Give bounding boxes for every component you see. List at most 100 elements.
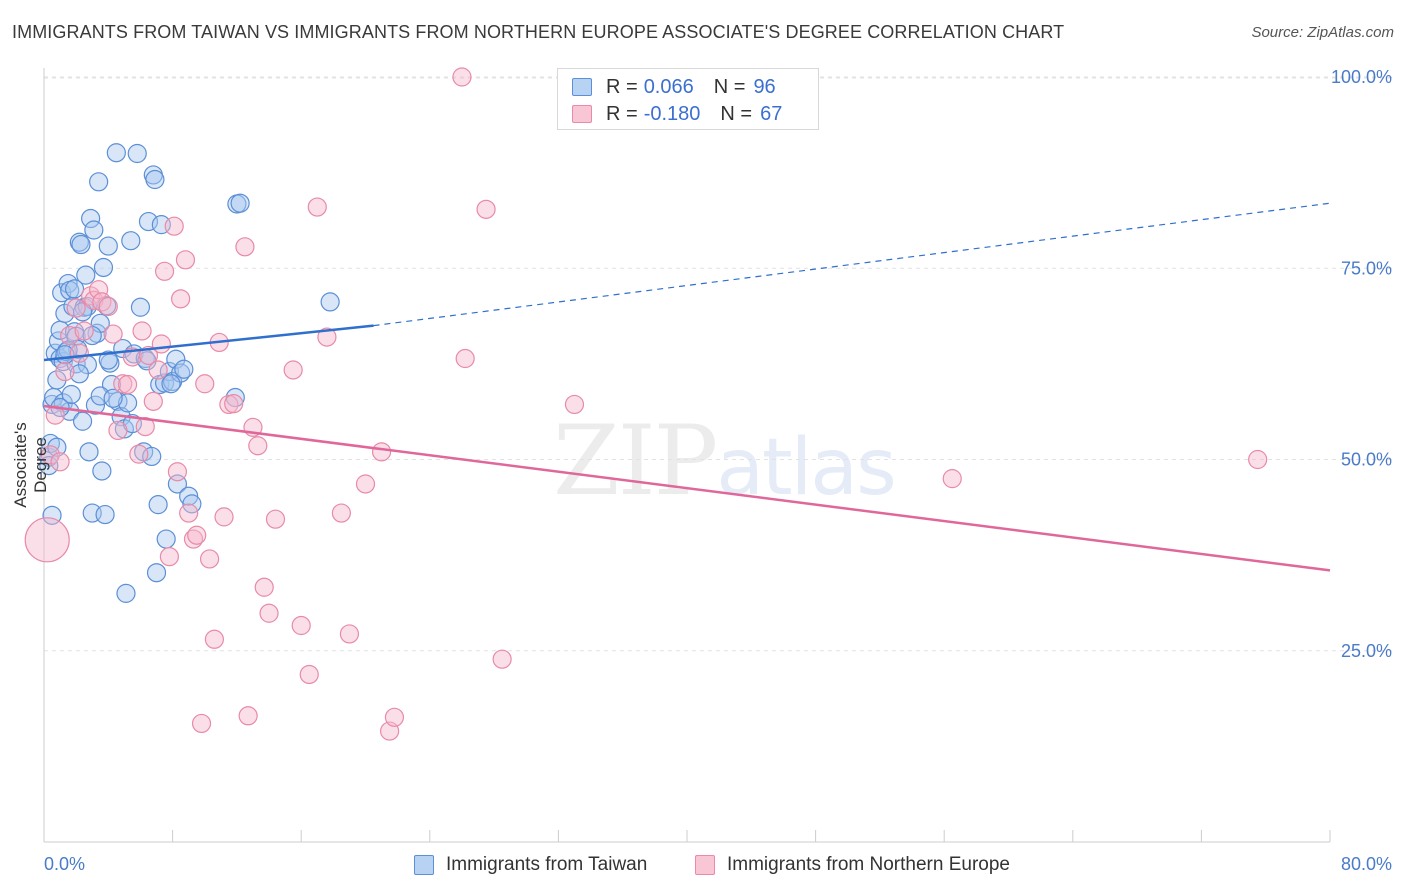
chart-title: IMMIGRANTS FROM TAIWAN VS IMMIGRANTS FRO… xyxy=(12,22,1065,42)
data-point-taiwan xyxy=(61,384,81,405)
data-point-taiwan xyxy=(320,292,340,312)
stats-legend: R = 0.066 N = 96 R = -0.180 N = 67 xyxy=(557,68,819,130)
data-point-taiwan xyxy=(121,231,141,251)
data-point-europe xyxy=(331,503,351,523)
series-taiwan-points xyxy=(39,143,340,603)
data-point-taiwan xyxy=(76,265,96,285)
x-tick-label-min: 0.0% xyxy=(44,854,85,874)
data-point-taiwan xyxy=(79,442,99,462)
data-point-taiwan xyxy=(145,169,165,190)
data-point-taiwan xyxy=(92,461,112,481)
y-tick-label: 50.0% xyxy=(1341,450,1392,470)
data-point-europe xyxy=(132,321,152,341)
legend-row-europe: R = -0.180 N = 67 xyxy=(572,102,782,126)
y-tick-label: 100.0% xyxy=(1331,67,1392,87)
x-tick-label-max: 80.0% xyxy=(1341,854,1392,874)
data-point-taiwan xyxy=(93,257,114,278)
data-point-taiwan xyxy=(127,143,147,164)
legend-item-europe: Immigrants from Northern Europe xyxy=(695,852,1010,878)
tick-labels: 25.0% 50.0% 75.0% 100.0% 0.0% 80.0% xyxy=(44,67,1392,874)
axes xyxy=(43,68,1331,843)
data-point-europe xyxy=(384,707,405,727)
data-point-taiwan xyxy=(174,359,194,379)
data-point-europe xyxy=(452,67,472,87)
y-axis-label: Associate's Degree xyxy=(11,422,50,508)
data-point-europe xyxy=(179,503,199,523)
data-point-europe xyxy=(317,327,337,347)
data-point-europe xyxy=(265,509,286,529)
data-point-europe xyxy=(135,417,155,437)
data-point-europe xyxy=(74,321,94,341)
data-point-europe xyxy=(151,334,171,354)
legend-swatch-taiwan xyxy=(572,78,592,96)
legend-n-value: 96 xyxy=(753,75,776,98)
legend-r-label: R = xyxy=(606,75,638,98)
data-point-taiwan xyxy=(103,388,123,408)
data-point-europe xyxy=(248,436,268,456)
data-point-europe xyxy=(224,394,244,414)
y-tick-label: 75.0% xyxy=(1341,258,1392,278)
legend-swatch-europe xyxy=(572,105,592,123)
data-point-taiwan xyxy=(69,364,89,384)
legend-r-value: 0.066 xyxy=(643,75,694,98)
legend-swatch-taiwan xyxy=(414,855,434,875)
data-point-europe xyxy=(259,603,279,623)
data-point-europe xyxy=(942,469,962,489)
data-point-europe xyxy=(283,360,303,380)
series-europe-points xyxy=(24,67,1268,741)
data-point-europe xyxy=(214,507,234,527)
data-point-europe xyxy=(339,624,360,644)
data-point-europe xyxy=(84,290,104,310)
data-point-europe xyxy=(1248,449,1268,470)
y-tick-label: 25.0% xyxy=(1341,641,1392,661)
legend-n-label: N = xyxy=(713,75,746,98)
data-point-europe xyxy=(98,296,118,317)
data-point-europe xyxy=(254,577,274,597)
legend-label-europe: Immigrants from Northern Europe xyxy=(727,854,1010,875)
data-point-europe xyxy=(355,474,376,494)
watermark-zip: ZIP xyxy=(553,405,718,517)
data-point-taiwan xyxy=(72,411,93,431)
data-point-europe xyxy=(564,394,585,415)
data-point-europe xyxy=(171,289,191,309)
data-point-taiwan xyxy=(156,529,176,549)
data-point-europe xyxy=(117,374,138,395)
data-point-europe xyxy=(371,442,392,462)
trend-lines xyxy=(43,202,1331,572)
data-point-europe xyxy=(55,361,75,382)
series-legend: Immigrants from Taiwan Immigrants from N… xyxy=(0,852,1406,878)
data-point-taiwan xyxy=(146,563,167,583)
data-point-europe xyxy=(159,547,179,567)
data-point-europe xyxy=(492,649,512,669)
legend-item-taiwan: Immigrants from Taiwan xyxy=(414,852,647,878)
data-point-taiwan xyxy=(98,350,118,370)
data-point-taiwan xyxy=(58,273,78,294)
data-point-taiwan xyxy=(148,495,168,515)
legend-r-value: -0.180 xyxy=(643,102,701,125)
data-point-europe xyxy=(66,298,86,318)
data-point-taiwan xyxy=(95,504,115,525)
data-point-europe xyxy=(191,713,212,734)
legend-row-taiwan: R = 0.066 N = 96 xyxy=(572,75,776,99)
source-credit: Source: ZipAtlas.com xyxy=(1251,24,1394,41)
data-point-taiwan xyxy=(85,395,106,415)
legend-n-label: N = xyxy=(720,102,753,125)
data-point-europe xyxy=(40,445,61,465)
data-point-europe xyxy=(148,360,168,380)
data-point-taiwan xyxy=(89,172,109,192)
data-point-taiwan xyxy=(47,437,67,457)
data-point-europe xyxy=(164,216,184,236)
data-point-europe xyxy=(291,615,311,636)
data-point-europe xyxy=(24,517,70,563)
data-point-europe xyxy=(476,199,496,219)
data-point-europe xyxy=(143,391,163,411)
data-point-europe xyxy=(69,343,89,363)
legend-r-label: R = xyxy=(606,102,638,125)
data-point-europe xyxy=(89,280,109,300)
watermark-atlas: atlas xyxy=(716,423,896,513)
data-point-europe xyxy=(167,462,188,482)
data-point-europe xyxy=(299,664,319,685)
data-point-taiwan xyxy=(64,279,85,299)
data-point-europe xyxy=(199,549,220,569)
